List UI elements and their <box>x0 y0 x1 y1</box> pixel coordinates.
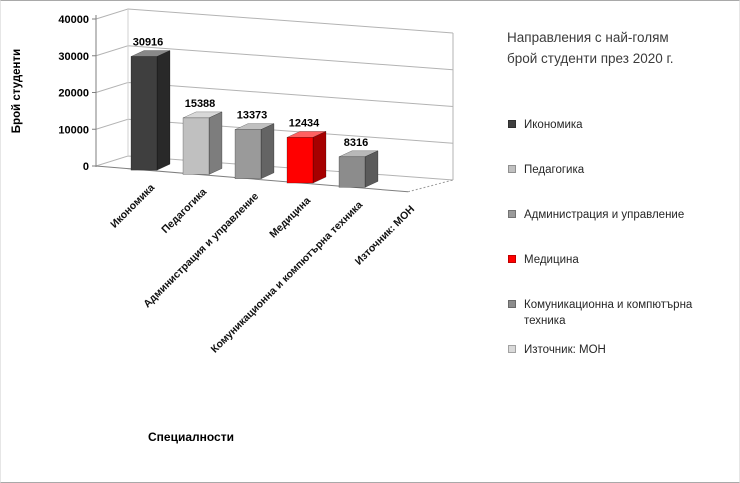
legend-color-swatch <box>508 300 516 308</box>
legend-color-swatch <box>508 345 516 353</box>
bar-side-face <box>312 130 327 184</box>
legend-item: Администрация и управление <box>507 207 729 223</box>
y-tick-label: 40000 <box>58 14 89 26</box>
bar-value-label: 15388 <box>185 98 216 110</box>
legend-color-swatch <box>508 255 516 263</box>
y-tick-label: 30000 <box>58 51 89 63</box>
x-category-label: Медицина <box>267 195 313 241</box>
legend-item: Източник: МОН <box>507 342 729 358</box>
bar-value-label: 12434 <box>289 117 320 129</box>
legend-item: Медицина <box>507 252 729 268</box>
bar <box>234 129 262 179</box>
legend-item: Педагогика <box>507 162 729 178</box>
bar-side-face <box>364 150 379 188</box>
legend-label: Администрация и управление <box>524 209 685 221</box>
legend-color-swatch <box>508 165 516 173</box>
legend-color-swatch <box>508 120 516 128</box>
bar <box>182 117 210 175</box>
gridline <box>95 8 454 34</box>
floor-right-edge <box>407 179 454 193</box>
legend-item: Комуникационна и компютърна техника <box>507 297 729 329</box>
y-tick-label: 20000 <box>58 88 89 100</box>
legend-label: Икономика <box>524 119 583 131</box>
chart-title-line-2: брой студенти през 2020 г. <box>507 51 674 66</box>
legend-items: Икономика Педагогика Администрация и управ… <box>507 1 737 482</box>
legend-item: Икономика <box>507 117 729 133</box>
x-category-label: Икономика <box>108 182 157 231</box>
legend-label: Педагогика <box>524 164 585 176</box>
chart-title: Направления с най-голям брой студенти пр… <box>507 27 674 69</box>
bar-value-label: 13373 <box>237 110 268 122</box>
y-axis-title: Брой студенти <box>11 48 23 134</box>
bar <box>338 156 366 188</box>
bar-side-face <box>260 123 275 180</box>
bar <box>286 137 314 184</box>
x-axis-title: Специалности <box>148 430 234 444</box>
bar <box>130 56 158 171</box>
x-category-label: Педагогика <box>159 186 209 236</box>
bar-side-face <box>208 111 223 175</box>
x-axis-line <box>95 165 409 193</box>
bar-value-label: 30916 <box>133 37 164 49</box>
legend-label: Източник: МОН <box>524 344 606 356</box>
y-tick-label: 0 <box>83 161 89 173</box>
x-category-label: Източник: МОН <box>353 203 417 267</box>
bar-side-face <box>156 50 171 171</box>
legend: Направления с най-голям брой студенти пр… <box>499 1 737 482</box>
y-tick-label: 10000 <box>58 124 89 136</box>
legend-color-swatch <box>508 210 516 218</box>
x-category-label: Администрация и управление <box>141 190 261 310</box>
chart-title-line-1: Направления с най-голям <box>507 30 669 45</box>
legend-label: Медицина <box>524 254 579 266</box>
legend-label: Комуникационна и компютърна техника <box>524 299 693 327</box>
bar-value-label: 8316 <box>344 137 368 149</box>
